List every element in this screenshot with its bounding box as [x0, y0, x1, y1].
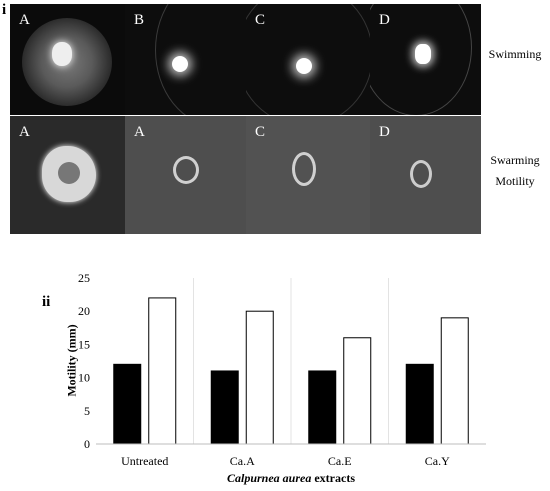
photo-letter: D: [379, 124, 390, 140]
x-tick-label: Untreated: [121, 454, 168, 468]
bar: [148, 297, 177, 445]
bar: [343, 337, 372, 445]
photo-letter: B: [134, 12, 145, 28]
swimming-row-label: Swimming: [488, 47, 542, 61]
bar: [440, 317, 469, 445]
swarming-photo-a: A: [10, 116, 125, 234]
y-tick-label: 10: [78, 371, 90, 385]
y-tick-label: 20: [78, 304, 90, 318]
x-tick-label: Ca.A: [230, 454, 255, 468]
x-tick-label: Ca.E: [328, 454, 352, 468]
x-axis-label: Calpurnea aurea extracts: [96, 471, 486, 486]
swimming-photo-c: C: [246, 4, 370, 115]
x-axis-label-species: Calpurnea aurea: [227, 471, 312, 485]
y-tick-label: 5: [84, 404, 90, 418]
photo-letter: A: [19, 124, 30, 140]
x-tick-label: Ca.Y: [425, 454, 450, 468]
y-tick-label: 25: [78, 271, 90, 285]
swimming-photo-a: A: [10, 4, 125, 115]
bar: [245, 310, 274, 445]
bar: [405, 363, 434, 445]
photo-letter: C: [255, 124, 266, 140]
photo-letter: C: [255, 12, 266, 28]
swarming-photo-a2: A: [125, 116, 246, 234]
y-tick-label: 0: [84, 437, 90, 451]
panel-ii-label: ii: [42, 294, 51, 310]
swimming-photo-d: D: [370, 4, 481, 115]
y-tick-label: 15: [78, 337, 90, 351]
swarming-row-label-line2: Motility: [495, 174, 535, 188]
photo-letter: D: [379, 12, 390, 28]
swarming-photo-c: C: [246, 116, 370, 234]
photo-letter: A: [134, 124, 145, 140]
swarming-photo-d: D: [370, 116, 481, 234]
bar: [113, 363, 142, 445]
bar: [210, 370, 239, 445]
bar: [308, 370, 337, 445]
photo-letter: A: [19, 12, 30, 28]
swarming-row-label-line1: Swarming: [490, 153, 540, 167]
swimming-photo-b: B: [125, 4, 246, 115]
x-axis-label-suffix: extracts: [311, 471, 355, 485]
panel-i-label: i: [2, 2, 7, 18]
y-axis-label: Motility (mm): [64, 324, 79, 397]
